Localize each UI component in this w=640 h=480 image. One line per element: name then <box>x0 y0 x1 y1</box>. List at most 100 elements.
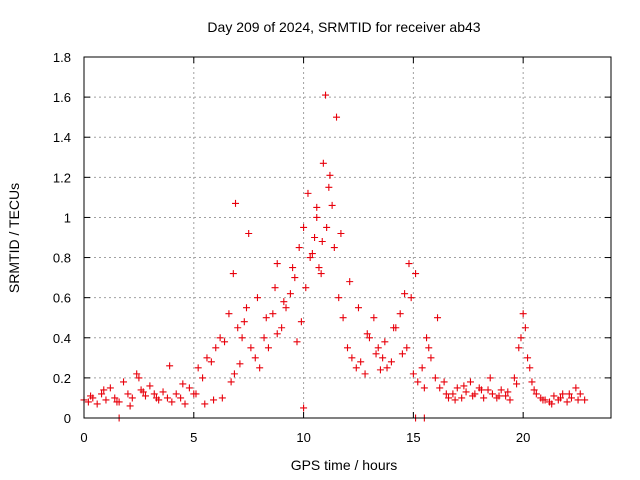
data-points <box>80 91 589 422</box>
data-point <box>515 344 523 352</box>
data-point <box>308 250 316 258</box>
data-point <box>530 386 538 394</box>
data-point <box>311 234 319 241</box>
data-point <box>273 260 281 268</box>
data-point <box>460 382 468 390</box>
data-point <box>141 392 149 400</box>
data-point <box>436 384 444 392</box>
data-point <box>354 304 362 312</box>
data-point <box>581 396 589 404</box>
data-point <box>212 344 220 352</box>
data-point <box>401 290 409 298</box>
data-point <box>185 384 193 392</box>
data-point <box>335 294 343 302</box>
data-point <box>370 314 378 322</box>
data-point <box>242 304 250 312</box>
data-point <box>517 334 525 342</box>
data-point <box>405 260 413 268</box>
data-point <box>139 388 147 396</box>
data-point <box>556 394 564 402</box>
data-point <box>442 390 450 398</box>
data-point <box>574 396 582 404</box>
data-point <box>495 392 503 400</box>
data-point <box>381 338 389 346</box>
y-tick-label: 0 <box>64 411 71 426</box>
data-point <box>425 344 433 352</box>
data-point <box>181 400 189 408</box>
data-point <box>390 324 398 332</box>
data-point <box>150 390 158 398</box>
data-point <box>152 394 160 402</box>
x-tick-label: 15 <box>406 430 420 445</box>
data-point <box>120 378 128 386</box>
data-point <box>262 314 270 322</box>
data-point <box>100 386 108 394</box>
data-point <box>318 238 326 246</box>
data-point <box>271 284 279 292</box>
data-point <box>128 394 136 402</box>
data-point <box>232 199 240 207</box>
data-point <box>286 290 294 298</box>
data-point <box>453 384 461 392</box>
data-point <box>449 390 457 398</box>
data-point <box>361 370 369 378</box>
data-point <box>203 354 211 362</box>
data-point <box>146 382 154 390</box>
data-point <box>221 338 229 346</box>
data-point <box>106 384 114 392</box>
data-point <box>291 274 299 282</box>
data-point <box>466 378 474 386</box>
data-point <box>240 318 248 326</box>
data-point <box>576 390 584 398</box>
data-point <box>462 388 470 396</box>
data-point <box>194 364 202 372</box>
data-point <box>297 318 305 326</box>
data-point <box>269 310 277 318</box>
data-point <box>486 374 494 382</box>
data-point <box>352 364 360 372</box>
y-tick-label: 0.4 <box>53 331 71 346</box>
data-point <box>497 386 505 394</box>
data-point <box>177 394 185 402</box>
data-point <box>159 388 167 396</box>
data-point <box>179 380 187 388</box>
y-tick-label: 1.4 <box>53 130 71 145</box>
y-tick-label: 1.8 <box>53 50 71 65</box>
data-point <box>418 364 426 372</box>
data-point <box>192 390 200 398</box>
data-point <box>111 394 119 402</box>
data-point <box>502 392 510 400</box>
data-point <box>216 334 224 342</box>
data-point <box>278 324 286 332</box>
data-point <box>469 392 477 400</box>
data-point <box>519 310 527 318</box>
data-point <box>407 294 415 302</box>
grid-lines <box>84 57 611 418</box>
data-point <box>168 398 176 406</box>
data-point <box>504 388 512 396</box>
y-tick-label: 1.6 <box>53 90 71 105</box>
data-point <box>333 113 341 121</box>
data-point <box>539 396 547 404</box>
data-point <box>445 394 453 402</box>
data-point <box>313 213 321 221</box>
data-point <box>229 270 237 278</box>
data-point <box>521 324 529 332</box>
data-point <box>398 350 406 358</box>
data-point <box>93 400 101 408</box>
data-point <box>113 398 121 406</box>
data-point <box>207 358 215 366</box>
data-point <box>458 394 466 402</box>
data-point <box>201 400 209 408</box>
data-point <box>315 264 323 272</box>
data-point <box>163 394 171 402</box>
data-point <box>124 390 132 398</box>
data-point <box>420 384 428 392</box>
data-point <box>412 270 420 278</box>
data-point <box>572 384 580 392</box>
x-tick-label: 20 <box>516 430 530 445</box>
data-point <box>218 394 226 402</box>
data-point <box>172 390 180 398</box>
y-tick-label: 1 <box>64 210 71 225</box>
